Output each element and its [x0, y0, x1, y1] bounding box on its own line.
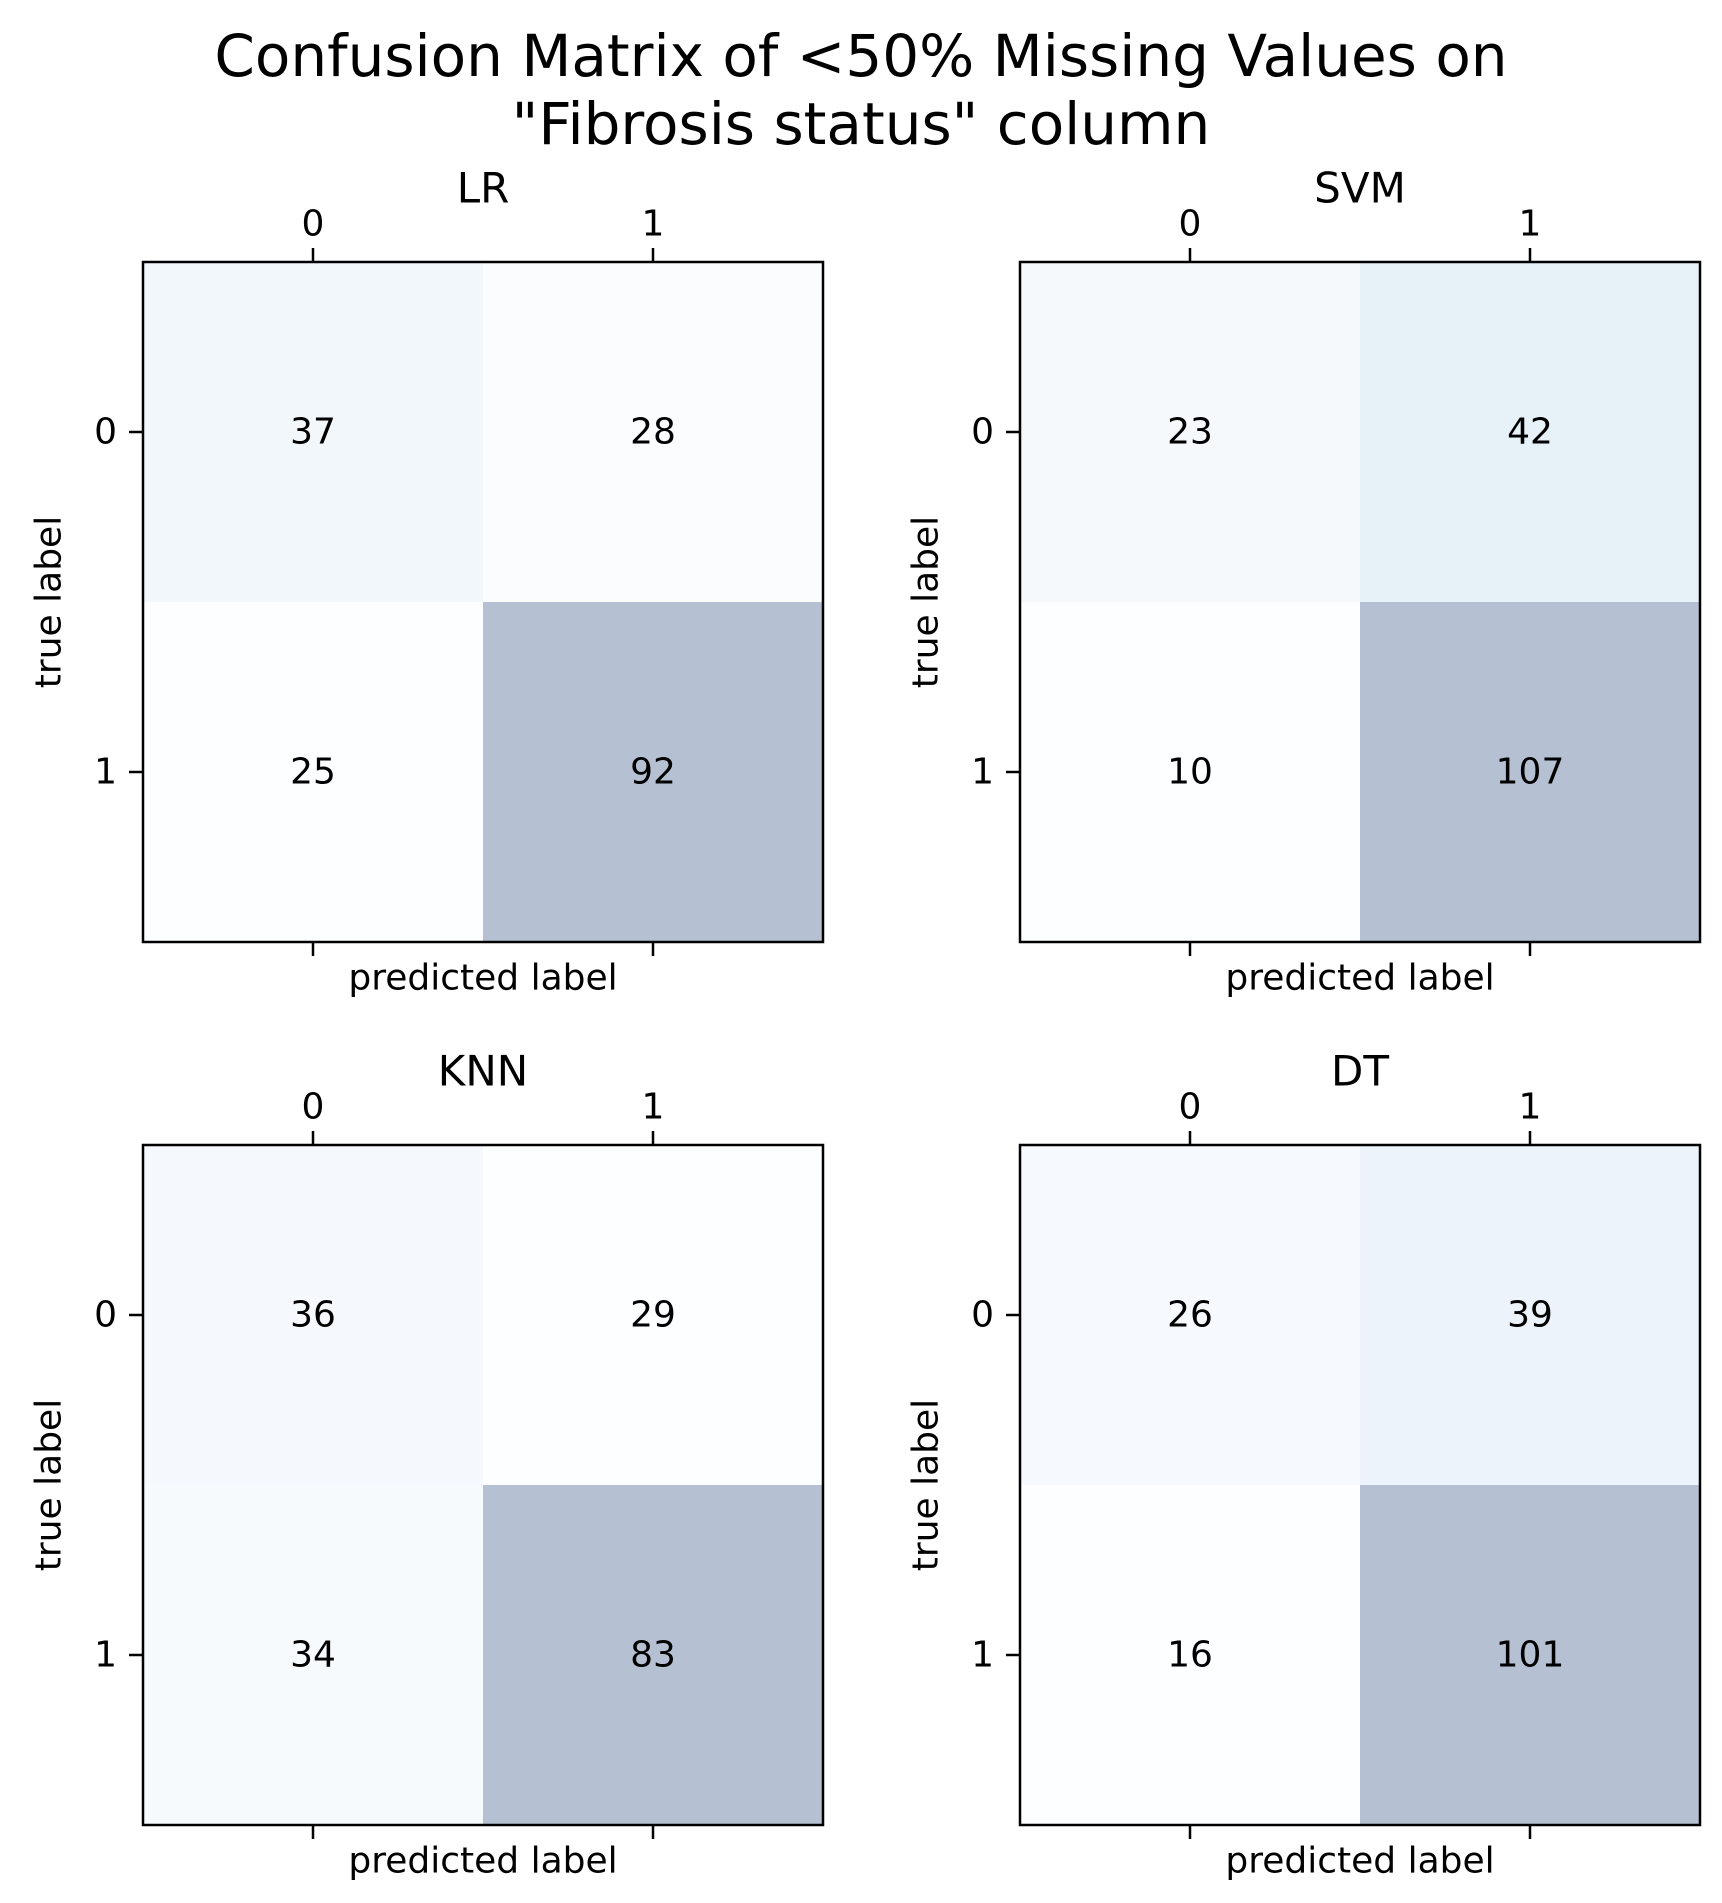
- subplot-title: LR: [457, 164, 510, 213]
- y-axis-label: true label: [906, 516, 947, 688]
- y-axis-label: true label: [906, 1399, 947, 1571]
- x-tick-label: 0: [302, 1087, 325, 1128]
- x-axis-label: predicted label: [348, 1841, 617, 1882]
- confusion-matrix-lr: 37 28 25 92 0 1 0 1 LR predicted label true label: [29, 164, 825, 999]
- axes-frame: [1018, 260, 1702, 944]
- cell-value: 29: [630, 1295, 676, 1336]
- cell-value: 107: [1496, 752, 1565, 793]
- cell-value: 36: [290, 1295, 336, 1336]
- matrix-cell: [1020, 1145, 1360, 1485]
- subplot-title: DT: [1331, 1047, 1389, 1096]
- cell-value: 42: [1507, 412, 1553, 453]
- cell-value: 23: [1167, 412, 1213, 453]
- y-tick-label: 1: [971, 752, 994, 793]
- cell-value: 39: [1507, 1295, 1553, 1336]
- x-tick-label: 1: [1519, 204, 1542, 245]
- cell-value: 92: [630, 752, 676, 793]
- confusion-matrix-knn: 36 29 34 83 0 1 0 1 KNN predicted label true label: [29, 1047, 825, 1882]
- axes-frame: [141, 260, 825, 944]
- cell-value: 25: [290, 752, 336, 793]
- cell-value: 28: [630, 412, 676, 453]
- y-axis-label: true label: [29, 1399, 70, 1571]
- cell-value: 101: [1496, 1635, 1565, 1676]
- y-tick-label: 1: [971, 1635, 994, 1676]
- subplot-title: KNN: [438, 1047, 528, 1096]
- cell-value: 83: [630, 1635, 676, 1676]
- x-tick-label: 0: [1179, 204, 1202, 245]
- x-tick-label: 0: [1179, 1087, 1202, 1128]
- x-tick-label: 1: [1519, 1087, 1542, 1128]
- matrix-cell: [1360, 602, 1700, 942]
- subplot-title: SVM: [1314, 164, 1406, 213]
- matrix-cell: [483, 1485, 823, 1825]
- matrix-cell: [143, 602, 483, 942]
- y-tick-label: 0: [94, 412, 117, 453]
- matrix-cell: [483, 602, 823, 942]
- matrix-cell: [1360, 1145, 1700, 1485]
- y-tick-label: 0: [971, 412, 994, 453]
- x-axis-label: predicted label: [348, 958, 617, 999]
- y-tick-label: 1: [94, 752, 117, 793]
- x-axis-label: predicted label: [1225, 958, 1494, 999]
- x-axis-label: predicted label: [1225, 1841, 1494, 1882]
- x-tick-label: 0: [302, 204, 325, 245]
- cell-value: 26: [1167, 1295, 1213, 1336]
- matrix-cell: [1020, 602, 1360, 942]
- y-tick-label: 0: [971, 1295, 994, 1336]
- cell-value: 16: [1167, 1635, 1213, 1676]
- matrix-cell: [1360, 262, 1700, 602]
- cell-value: 34: [290, 1635, 336, 1676]
- x-tick-label: 1: [642, 1087, 665, 1128]
- matrix-cell: [143, 1145, 483, 1485]
- figure-title: Confusion Matrix of <50% Missing Values …: [214, 22, 1508, 158]
- matrix-cell: [1020, 262, 1360, 602]
- axes-frame: [1018, 1143, 1702, 1827]
- axes-frame: [141, 1143, 825, 1827]
- x-tick-label: 1: [642, 204, 665, 245]
- y-axis-label: true label: [29, 516, 70, 688]
- y-tick-label: 0: [94, 1295, 117, 1336]
- matrix-cell: [143, 1485, 483, 1825]
- matrix-cell: [143, 262, 483, 602]
- cell-value: 37: [290, 412, 336, 453]
- matrix-cell: [1020, 1485, 1360, 1825]
- y-tick-label: 1: [94, 1635, 117, 1676]
- matrix-cell: [1360, 1485, 1700, 1825]
- cell-value: 10: [1167, 752, 1213, 793]
- matrix-cell: [483, 262, 823, 602]
- matrix-cell: [483, 1145, 823, 1485]
